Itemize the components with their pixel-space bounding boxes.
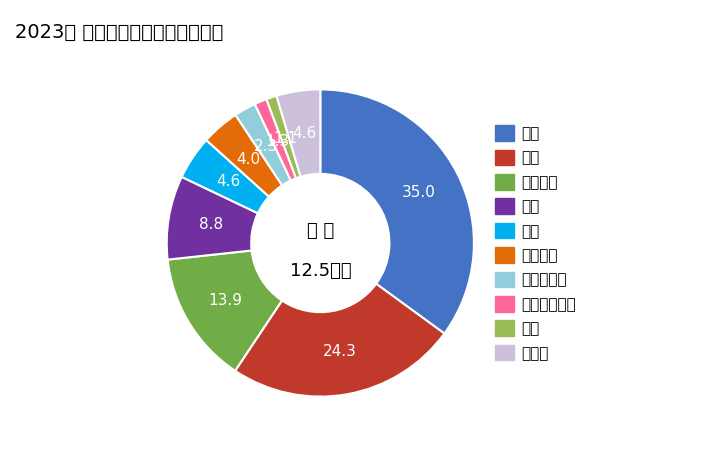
Text: 35.0: 35.0 (402, 185, 436, 200)
Text: 1.3: 1.3 (265, 134, 290, 149)
Text: 4.6: 4.6 (216, 174, 240, 189)
Text: 4.0: 4.0 (236, 152, 260, 166)
Wedge shape (206, 115, 282, 197)
Wedge shape (182, 140, 269, 213)
Text: 2.3: 2.3 (254, 139, 278, 154)
Wedge shape (236, 104, 291, 185)
Wedge shape (266, 96, 301, 178)
Text: 1.1: 1.1 (273, 130, 297, 146)
Text: 13.9: 13.9 (209, 293, 242, 308)
Wedge shape (167, 177, 258, 260)
Wedge shape (235, 284, 444, 396)
Wedge shape (320, 90, 474, 333)
Text: 2023年 輸出相手国のシェア（％）: 2023年 輸出相手国のシェア（％） (15, 22, 223, 41)
Wedge shape (167, 251, 282, 371)
Legend: 中国, 米国, ベトナム, タイ, 香港, モンゴル, マレーシア, インドネシア, 台湾, その他: 中国, 米国, ベトナム, タイ, 香港, モンゴル, マレーシア, インドネシ… (489, 119, 582, 367)
Text: 総 額: 総 額 (306, 222, 334, 240)
Text: 12.5億円: 12.5億円 (290, 261, 351, 279)
Wedge shape (255, 99, 296, 180)
Wedge shape (277, 90, 320, 177)
Text: 8.8: 8.8 (199, 217, 223, 232)
Text: 24.3: 24.3 (323, 344, 357, 360)
Text: 4.6: 4.6 (292, 126, 317, 141)
